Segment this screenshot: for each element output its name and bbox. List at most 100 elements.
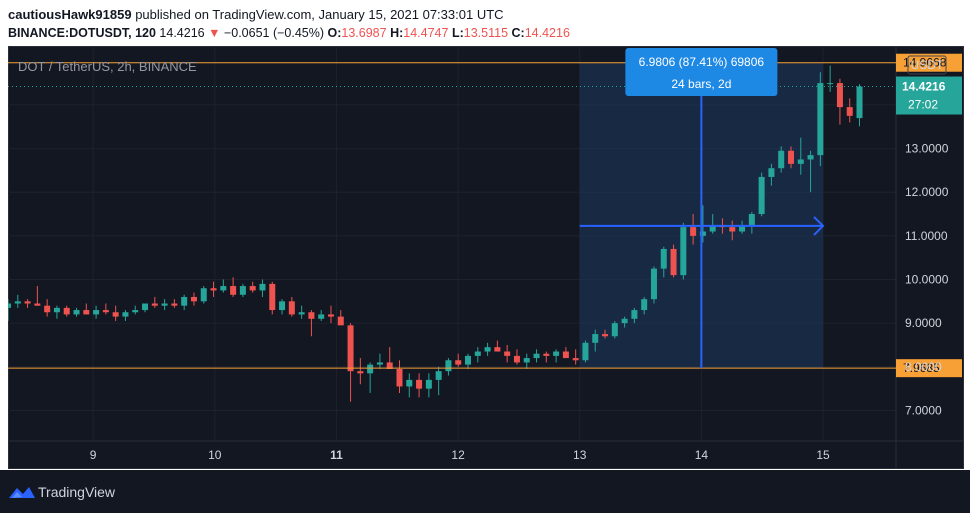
candle xyxy=(308,310,315,337)
x-tick-label: 12 xyxy=(451,448,465,462)
candle-body xyxy=(562,351,569,359)
candle xyxy=(376,353,383,369)
candle xyxy=(132,305,139,315)
horizontal-line-label: 7.9685 xyxy=(903,361,940,375)
candle-body xyxy=(455,360,462,365)
candle-body xyxy=(416,379,423,389)
candle-body xyxy=(729,227,736,232)
price-chart[interactable]: 14.9668 7.9685 7.0000 8.0000 9.0000 10.0000 11… xyxy=(8,46,964,469)
candle-body xyxy=(797,159,804,164)
horizontal-line-price-tag xyxy=(896,359,962,378)
candle-body xyxy=(298,312,305,315)
candle xyxy=(122,310,129,321)
candle-body xyxy=(709,224,716,232)
candle-body xyxy=(787,150,794,164)
candle-body xyxy=(122,312,129,317)
last-price-label: 14.4216 xyxy=(902,80,946,94)
publication-header: cautiousHawk91859 published on TradingVi… xyxy=(0,0,970,46)
candle xyxy=(778,146,785,173)
x-tick-label: 14 xyxy=(695,448,709,462)
candle-body xyxy=(553,351,560,356)
candle-body xyxy=(592,334,599,343)
candle-body xyxy=(406,379,413,387)
candle-body xyxy=(239,286,246,295)
candle xyxy=(210,281,217,297)
candle-body xyxy=(318,314,325,319)
candle-body xyxy=(827,83,834,85)
candle xyxy=(562,347,569,359)
candle-body xyxy=(621,318,628,324)
candle xyxy=(768,163,775,186)
low-value: 13.5115 xyxy=(463,26,509,40)
candle xyxy=(63,305,70,317)
x-tick-label: 9 xyxy=(90,448,97,462)
candle xyxy=(181,294,188,311)
candle-body xyxy=(543,353,550,356)
candle-body xyxy=(445,360,452,372)
candle-body xyxy=(739,224,746,232)
candle xyxy=(190,292,197,306)
candle-body xyxy=(357,371,364,374)
candle-body xyxy=(190,296,197,302)
candle-body xyxy=(8,303,11,308)
candle-body xyxy=(279,301,286,311)
candle-body xyxy=(582,342,589,361)
candle xyxy=(807,150,814,193)
candle-body xyxy=(337,316,344,326)
candle-body xyxy=(73,310,80,315)
candle-body xyxy=(680,227,687,276)
candle xyxy=(73,307,80,317)
publication-line: cautiousHawk91859 published on TradingVi… xyxy=(8,7,504,22)
candle-body xyxy=(151,303,158,306)
candle-body xyxy=(181,296,188,306)
tradingview-logo-icon[interactable] xyxy=(8,484,36,500)
candle xyxy=(523,353,530,369)
candle-body xyxy=(494,347,501,352)
candle-body xyxy=(836,83,843,108)
candle xyxy=(142,303,149,313)
open-label: O: xyxy=(327,26,342,40)
candle-body xyxy=(425,379,432,389)
candle xyxy=(709,214,716,234)
candle-body xyxy=(611,323,618,337)
candle xyxy=(631,307,638,324)
candle-body xyxy=(641,299,648,311)
y-tick-label: 9.0000 xyxy=(905,316,942,330)
candle-body xyxy=(249,286,256,291)
y-tick-label: 13.0000 xyxy=(905,142,949,156)
candle xyxy=(151,296,158,308)
candle-body xyxy=(396,368,403,387)
candle xyxy=(347,323,354,402)
candle-body xyxy=(846,107,853,116)
footer xyxy=(0,470,970,513)
candle-body xyxy=(670,248,677,276)
last-price-tag xyxy=(896,76,962,115)
candle-body xyxy=(650,268,657,300)
candle xyxy=(856,84,863,127)
candle-body xyxy=(778,150,785,169)
tradingview-brand[interactable]: TradingView xyxy=(38,484,116,500)
candle xyxy=(269,281,276,315)
candle xyxy=(836,78,843,125)
candle xyxy=(14,294,21,308)
candle xyxy=(758,172,765,217)
published-text: published on TradingView.com, January 15… xyxy=(135,7,504,22)
candle xyxy=(416,373,423,398)
candle xyxy=(650,266,657,304)
candle xyxy=(249,281,256,293)
candle-body xyxy=(288,301,295,315)
candle-body xyxy=(14,301,21,304)
candle xyxy=(367,362,374,393)
candle-body xyxy=(210,288,217,291)
candle-body xyxy=(602,334,609,337)
candle xyxy=(386,347,393,369)
y-tick-label: 8.0000 xyxy=(905,360,942,374)
candle xyxy=(670,244,677,278)
author-name[interactable]: cautiousHawk91859 xyxy=(8,7,132,22)
candle-body xyxy=(102,310,109,313)
candle-body xyxy=(856,86,863,119)
candle-body xyxy=(523,358,530,363)
candle-body xyxy=(308,312,315,319)
candle-body xyxy=(660,248,667,269)
candle xyxy=(797,137,804,175)
